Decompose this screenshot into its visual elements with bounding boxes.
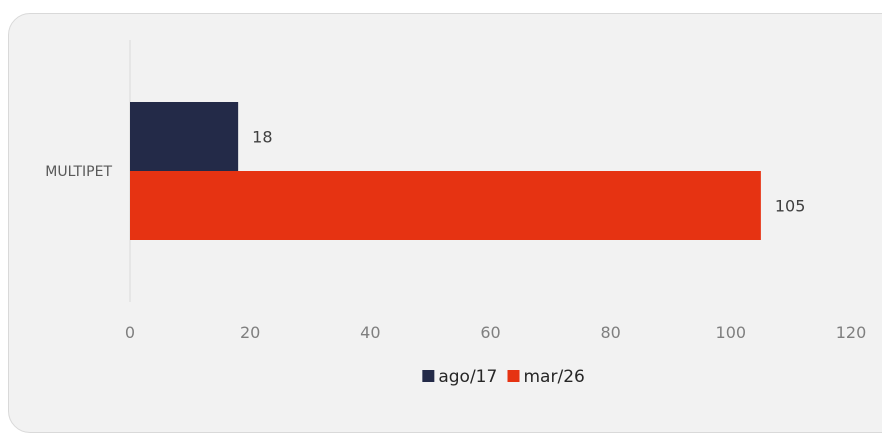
bar-chart: MULTIPET 18 105 0 20 40 60 80 100 120 ago/17 mar/… <box>45 40 867 387</box>
bar-ago-17 <box>130 102 239 171</box>
data-label: 105 <box>775 197 806 216</box>
x-tick-label: 120 <box>836 323 867 342</box>
legend-label: mar/26 <box>524 367 585 387</box>
data-label: 18 <box>252 128 272 147</box>
category-label: MULTIPET <box>45 164 112 180</box>
legend-swatch-mar-26 <box>507 370 520 382</box>
x-tick-label: 100 <box>716 323 747 342</box>
bar-mar-26 <box>130 171 761 240</box>
x-tick-label: 20 <box>240 323 260 342</box>
legend-swatch-ago-17 <box>422 370 435 382</box>
x-tick-label: 40 <box>360 323 380 342</box>
x-tick-label: 80 <box>600 323 620 342</box>
x-tick-label: 60 <box>480 323 500 342</box>
legend-label: ago/17 <box>438 367 497 387</box>
x-tick-label: 0 <box>125 323 135 342</box>
